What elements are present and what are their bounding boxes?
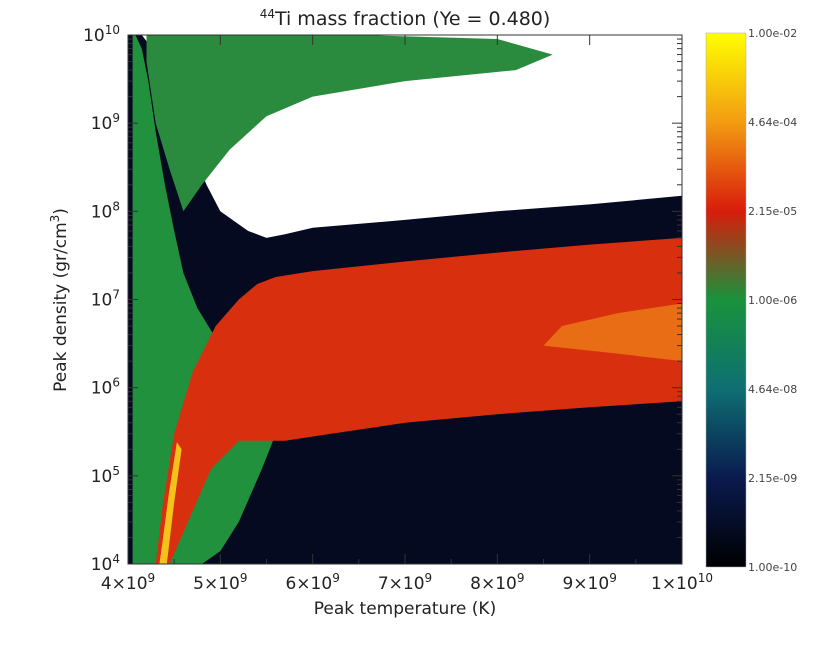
y-tick-label-5: 109 xyxy=(91,111,120,134)
y-tick-label-3: 107 xyxy=(91,288,120,311)
x-tick-label-2: 6×109 xyxy=(285,571,339,594)
colorbar-labels: 1.00e-10 2.15e-09 4.64e-08 1.00e-06 2.15e-05… xyxy=(748,27,797,574)
heatmap-region-3 xyxy=(155,237,682,564)
colorbar-label-3: 1.00e-06 xyxy=(748,294,797,307)
colorbar-label-4: 2.15e-05 xyxy=(748,205,797,218)
y-axis-ticks: 104 105 106 107 108 109 1010 xyxy=(83,23,682,575)
heatmap-regions xyxy=(128,35,682,564)
heatmap-region-4 xyxy=(543,303,682,362)
y-tick-label-0: 104 xyxy=(91,552,120,575)
chart-title: 44Ti mass fraction (Ye = 0.480) xyxy=(260,7,551,30)
x-tick-label-5: 9×109 xyxy=(562,571,616,594)
x-tick-label-6: 1×1010 xyxy=(651,571,713,594)
colorbar-label-6: 1.00e-02 xyxy=(748,27,797,40)
heatmap-region-2 xyxy=(146,35,553,212)
y-axis-label: Peak density (gr/cm3) xyxy=(48,208,71,392)
y-tick-label-2: 106 xyxy=(91,376,120,399)
colorbar-gradient xyxy=(705,32,747,568)
x-tick-label-3: 7×109 xyxy=(378,571,432,594)
y-tick-label-6: 1010 xyxy=(83,23,120,46)
colorbar-label-0: 1.00e-10 xyxy=(748,561,797,574)
colorbar-label-1: 2.15e-09 xyxy=(748,472,797,485)
y-tick-label-1: 105 xyxy=(91,464,120,487)
x-tick-label-0: 4×109 xyxy=(101,571,155,594)
x-axis-label: Peak temperature (K) xyxy=(314,599,496,619)
colorbar-label-2: 4.64e-08 xyxy=(748,383,797,396)
x-tick-label-4: 8×109 xyxy=(470,571,524,594)
heatmap-region-5 xyxy=(159,442,182,564)
x-axis-ticks: 4×109 5×109 6×109 7×109 8×109 9×109 1×1010 xyxy=(101,35,713,594)
y-tick-label-4: 108 xyxy=(91,199,120,222)
colorbar-label-5: 4.64e-04 xyxy=(748,116,797,129)
plot-area xyxy=(127,34,683,565)
x-tick-label-1: 5×109 xyxy=(193,571,247,594)
colorbar: 1.00e-10 2.15e-09 4.64e-08 1.00e-06 2.15e-05… xyxy=(705,27,797,574)
